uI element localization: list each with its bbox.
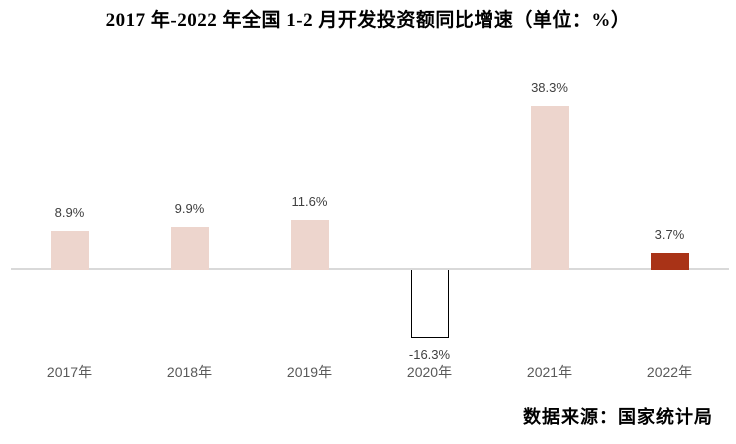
chart-bar bbox=[50, 231, 89, 270]
value-label: 3.7% bbox=[654, 227, 685, 242]
chart-bar bbox=[410, 270, 449, 338]
category-label: 2018年 bbox=[166, 364, 213, 380]
chart-bar bbox=[170, 227, 209, 270]
category-label: 2022年 bbox=[646, 364, 693, 380]
chart-bar bbox=[290, 220, 329, 270]
value-label: 38.3% bbox=[531, 80, 568, 95]
chart-bar bbox=[530, 106, 569, 270]
chart-bar bbox=[650, 253, 689, 270]
value-label: -16.3% bbox=[408, 347, 451, 362]
source-note: 数据来源：国家统计局 bbox=[523, 407, 713, 427]
category-label: 2019年 bbox=[286, 364, 333, 380]
category-label: 2021年 bbox=[526, 364, 573, 380]
chart-title: 2017 年-2022 年全国 1-2 月开发投资额同比增速（单位：%） bbox=[105, 10, 631, 31]
value-label: 9.9% bbox=[174, 201, 205, 216]
category-label: 2020年 bbox=[406, 364, 453, 380]
category-label: 2017年 bbox=[46, 364, 93, 380]
value-label: 11.6% bbox=[291, 194, 328, 209]
x-axis-line bbox=[11, 268, 729, 270]
value-label: 8.9% bbox=[54, 205, 85, 220]
